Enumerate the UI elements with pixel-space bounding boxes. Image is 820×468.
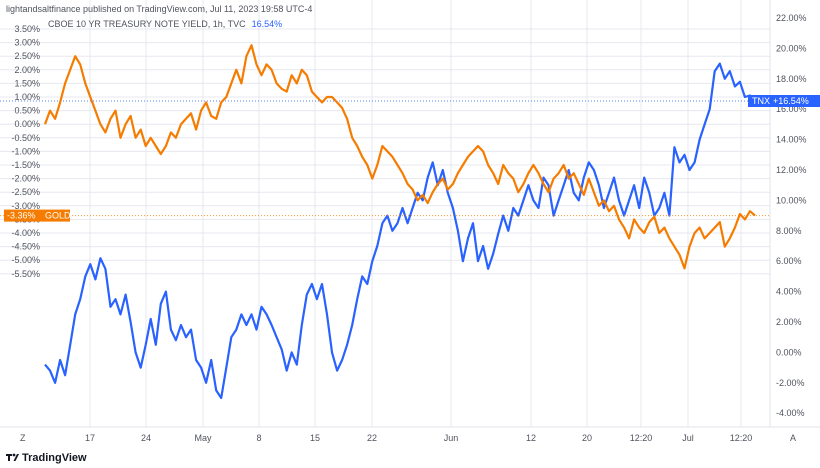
x-tick-label: 15	[310, 433, 320, 443]
grid	[0, 0, 770, 427]
left-tick-label: 1.50%	[14, 78, 40, 88]
x-tick-label: 24	[141, 433, 151, 443]
left-tick-label: -0.50%	[11, 133, 40, 143]
right-tick-label: 10.00%	[776, 195, 807, 205]
badge-gold	[4, 209, 70, 222]
right-tick-label: 4.00%	[776, 287, 802, 297]
right-tick-label: 22.00%	[776, 13, 807, 23]
x-tick-label: 22	[367, 433, 377, 443]
symbol-title-value: 16.54%	[252, 19, 283, 29]
left-tick-label: -1.50%	[11, 160, 40, 170]
right-tick-label: 14.00%	[776, 135, 807, 145]
right-tick-label: 6.00%	[776, 256, 802, 266]
left-tick-label: -5.50%	[11, 269, 40, 279]
badge-tnx	[748, 94, 820, 107]
tradingview-logo[interactable]: TradingView	[6, 452, 87, 464]
symbol-title[interactable]: CBOE 10 YR TREASURY NOTE YIELD, 1h, TVC 1…	[48, 19, 282, 29]
x-axis[interactable]: 17 24 May 8 15 22 Jun 12 20 12:20 Jul 12:20	[85, 433, 752, 443]
x-tick-label: 20	[582, 433, 592, 443]
right-tick-label: 8.00%	[776, 226, 802, 236]
left-tick-label: 3.50%	[14, 24, 40, 34]
x-tick-label: 8	[256, 433, 261, 443]
left-tick-label: -4.50%	[11, 242, 40, 252]
badge-label-gold: GOLD	[45, 211, 71, 221]
price-badges: TNX +16.54% -3.36% GOLD	[4, 94, 820, 222]
right-tick-label: 0.00%	[776, 347, 802, 357]
right-tick-label: 12.00%	[776, 165, 807, 175]
corner-right[interactable]: A	[790, 433, 796, 443]
left-tick-label: -2.50%	[11, 187, 40, 197]
tv-logo-stem	[8, 454, 10, 461]
corner-left[interactable]: Z	[20, 433, 26, 443]
left-tick-label: 0.00%	[14, 119, 40, 129]
x-tick-label: Jul	[682, 433, 694, 443]
x-tick-label: 12:20	[630, 433, 653, 443]
right-tick-label: -4.00%	[776, 408, 805, 418]
left-tick-label: 1.00%	[14, 92, 40, 102]
left-tick-label: 3.00%	[14, 38, 40, 48]
badge-label-tnx: TNX	[752, 96, 770, 106]
tv-logo-slash	[13, 454, 19, 461]
x-tick-label: 12:20	[730, 433, 753, 443]
left-axis[interactable]: 3.50% 3.00% 2.50% 2.00% 1.50% 1.00% 0.50% 0.00%…	[11, 24, 40, 279]
left-tick-label: -1.00%	[11, 146, 40, 156]
left-tick-label: 0.50%	[14, 106, 40, 116]
series-layer	[0, 44, 770, 400]
left-tick-label: -2.00%	[11, 174, 40, 184]
badge-value-tnx: +16.54%	[773, 96, 809, 106]
symbol-title-name: CBOE 10 YR TREASURY NOTE YIELD, 1h, TVC	[48, 19, 246, 29]
x-tick-label: May	[194, 433, 212, 443]
x-tick-label: 12	[526, 433, 536, 443]
brand-text: TradingView	[22, 452, 87, 464]
x-tick-label: 17	[85, 433, 95, 443]
right-tick-label: 2.00%	[776, 317, 802, 327]
publisher-text: lightandsaltfinance published on Trading…	[6, 4, 312, 14]
right-tick-label: 20.00%	[776, 43, 807, 53]
left-tick-label: -3.00%	[11, 201, 40, 211]
left-tick-label: -5.00%	[11, 255, 40, 265]
left-tick-label: -4.00%	[11, 228, 40, 238]
right-tick-label: 18.00%	[776, 74, 807, 84]
left-tick-label: 2.00%	[14, 65, 40, 75]
right-axis[interactable]: 22.00% 20.00% 18.00% 16.00% 14.00% 12.00% 10.0…	[776, 13, 807, 418]
badge-value-gold: -3.36%	[7, 211, 36, 221]
tv-logo-dot	[12, 453, 16, 457]
right-tick-label: 16.00%	[776, 104, 807, 114]
right-tick-label: -2.00%	[776, 378, 805, 388]
x-tick-label: Jun	[444, 433, 459, 443]
left-tick-label: 2.50%	[14, 51, 40, 61]
series-line-gold[interactable]	[43, 44, 756, 270]
series-line-tnx[interactable]	[44, 62, 756, 400]
